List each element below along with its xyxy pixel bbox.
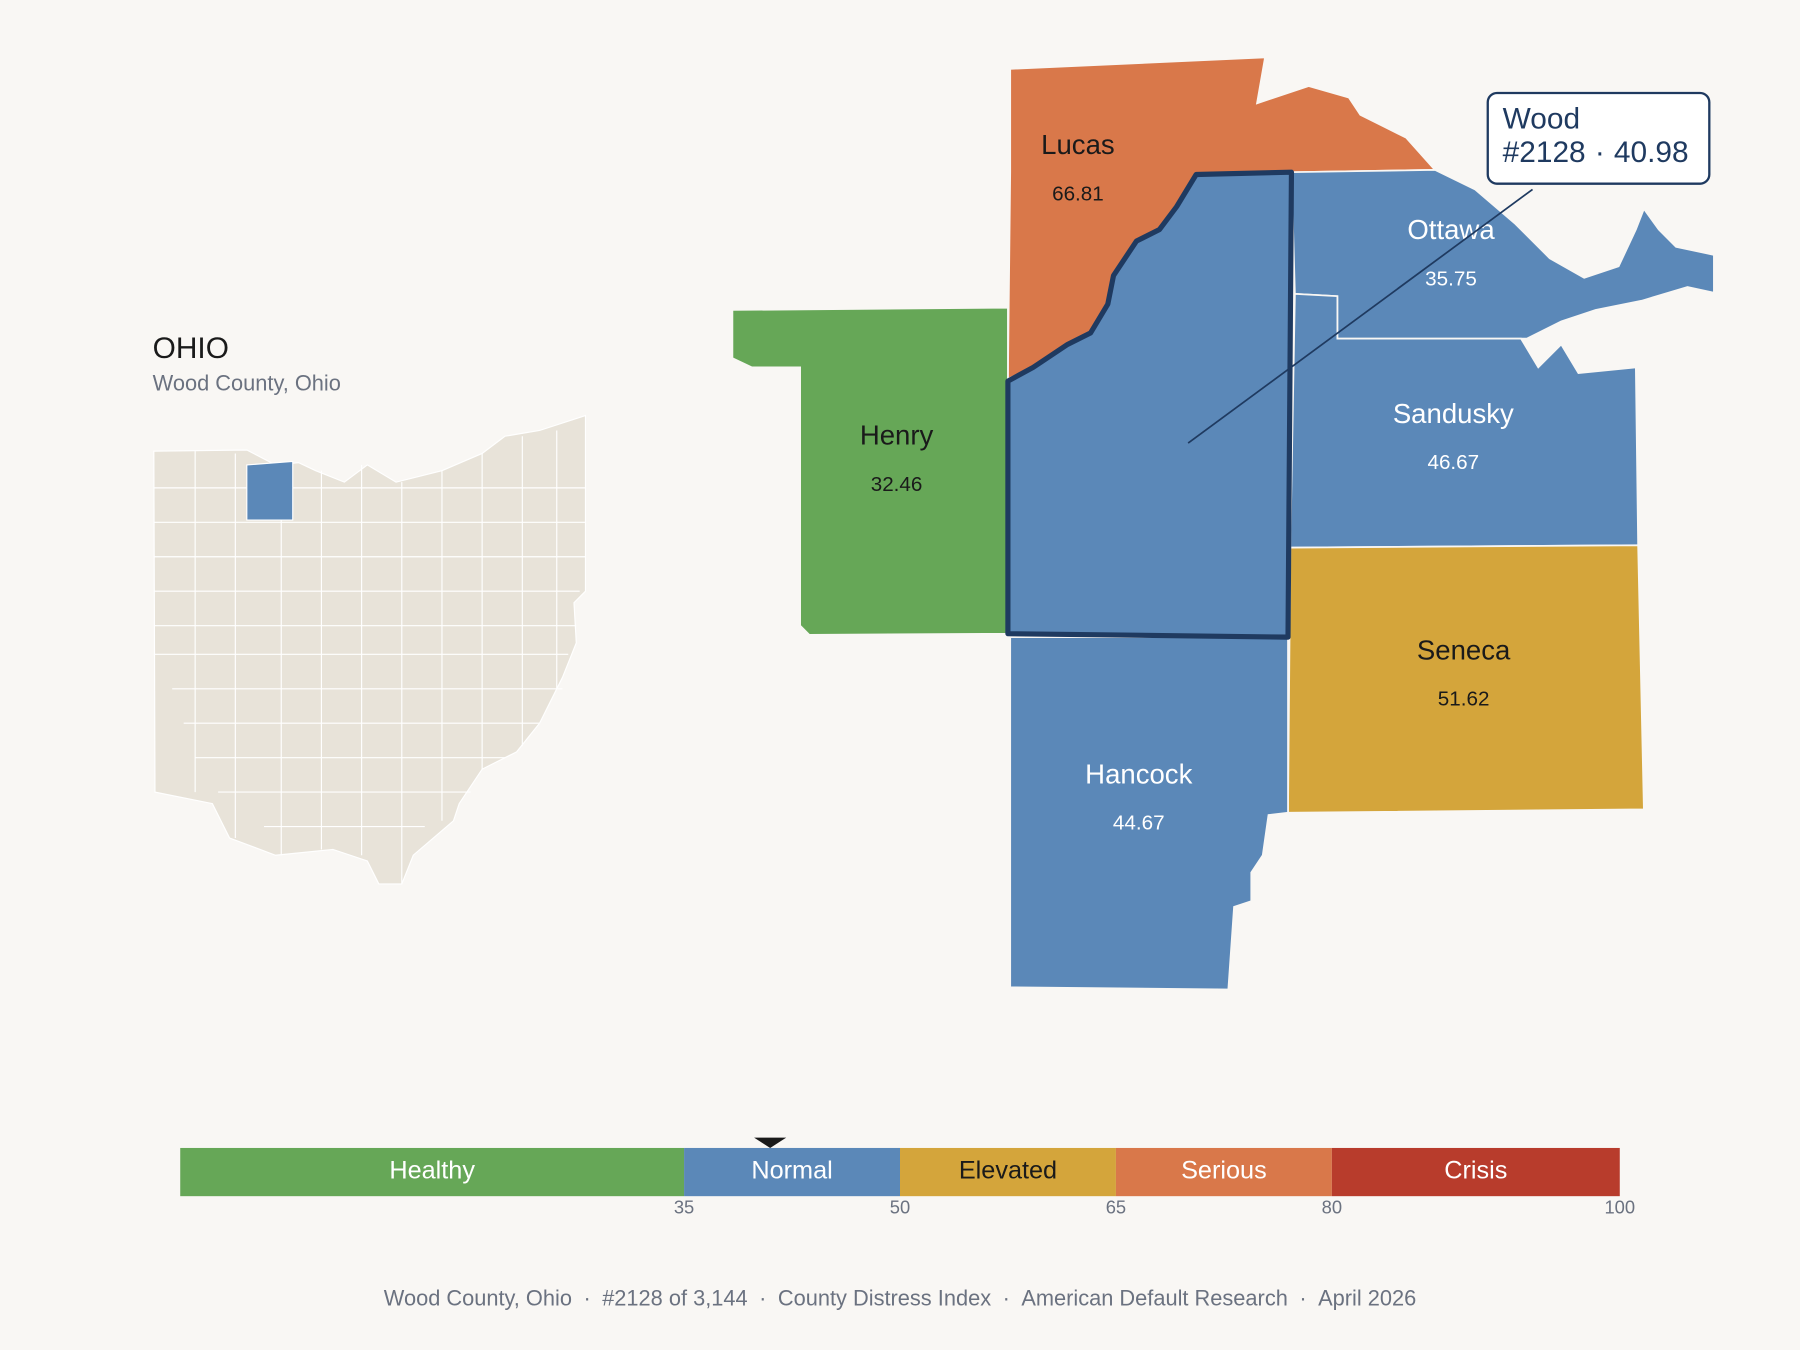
- footer-item: American Default Research: [1021, 1285, 1288, 1310]
- legend-band-label: Normal: [751, 1157, 832, 1185]
- county-score: 32.46: [871, 473, 923, 496]
- state-title: OHIO: [153, 332, 229, 365]
- footer: Wood County, Ohio · #2128 of 3,144 · County …: [384, 1285, 1416, 1310]
- selected-county: [1005, 169, 1295, 640]
- legend-tick: 50: [890, 1197, 910, 1218]
- legend-band: [1331, 1147, 1620, 1197]
- county-name: Lucas: [1041, 129, 1115, 160]
- leader-line: [1187, 188, 1534, 444]
- county-score: 44.67: [1113, 812, 1165, 835]
- county: [1290, 169, 1715, 340]
- legend-band-label: Healthy: [389, 1157, 475, 1185]
- footer-separator: ·: [583, 1285, 590, 1310]
- state-map: [153, 414, 587, 885]
- legend-band: [1115, 1147, 1332, 1197]
- legend-band-label: Crisis: [1444, 1157, 1507, 1185]
- county-map: Lucas 66.81 Henry 32.46 Ottawa 35.75 Sandusky 4…: [731, 56, 1715, 991]
- legend-tick: 65: [1106, 1197, 1126, 1218]
- county: [731, 306, 1009, 636]
- footer-separator: ·: [1003, 1285, 1010, 1310]
- tooltip-part: 40.98: [1614, 136, 1689, 169]
- county-score: 66.81: [1052, 183, 1104, 206]
- legend-band: [684, 1147, 900, 1197]
- legend-tick: 35: [674, 1197, 694, 1218]
- footer-item: #2128 of 3,144: [602, 1285, 747, 1310]
- legend: Healthy Normal Elevated Serious Crisis 35 50 65…: [180, 1137, 1635, 1218]
- county-score: 35.75: [1425, 268, 1477, 291]
- footer-separator: ·: [759, 1285, 766, 1310]
- footer-item: Wood County, Ohio: [384, 1285, 572, 1310]
- county-name: Seneca: [1417, 634, 1511, 665]
- county: [1287, 544, 1645, 814]
- county-score: 51.62: [1438, 688, 1490, 711]
- county-score: 46.67: [1427, 451, 1479, 474]
- tooltip-name: Wood: [1503, 102, 1580, 135]
- legend-band-label: Elevated: [959, 1157, 1057, 1185]
- county-name: Sandusky: [1393, 398, 1514, 429]
- tooltip-part: ·: [1595, 136, 1605, 169]
- county-name: Hancock: [1085, 758, 1192, 789]
- legend-tick: 100: [1604, 1197, 1635, 1218]
- legend-band: [900, 1147, 1116, 1197]
- footer-item: April 2026: [1318, 1285, 1416, 1310]
- county-name: Henry: [860, 420, 934, 451]
- county-name: Ottawa: [1407, 214, 1495, 245]
- county: [1009, 636, 1289, 991]
- score-marker: [754, 1137, 787, 1148]
- legend-tick: 80: [1322, 1197, 1342, 1218]
- tooltip-part: #2128: [1503, 136, 1586, 169]
- tooltip-box: [1486, 91, 1711, 185]
- footer-item: County Distress Index: [778, 1285, 991, 1310]
- footer-separator: ·: [1299, 1285, 1306, 1310]
- legend-band: [180, 1147, 685, 1197]
- legend-band-label: Serious: [1181, 1157, 1267, 1185]
- state-subtitle: Wood County, Ohio: [153, 370, 341, 395]
- tooltip-detail: #2128 · 40.98: [1503, 136, 1689, 169]
